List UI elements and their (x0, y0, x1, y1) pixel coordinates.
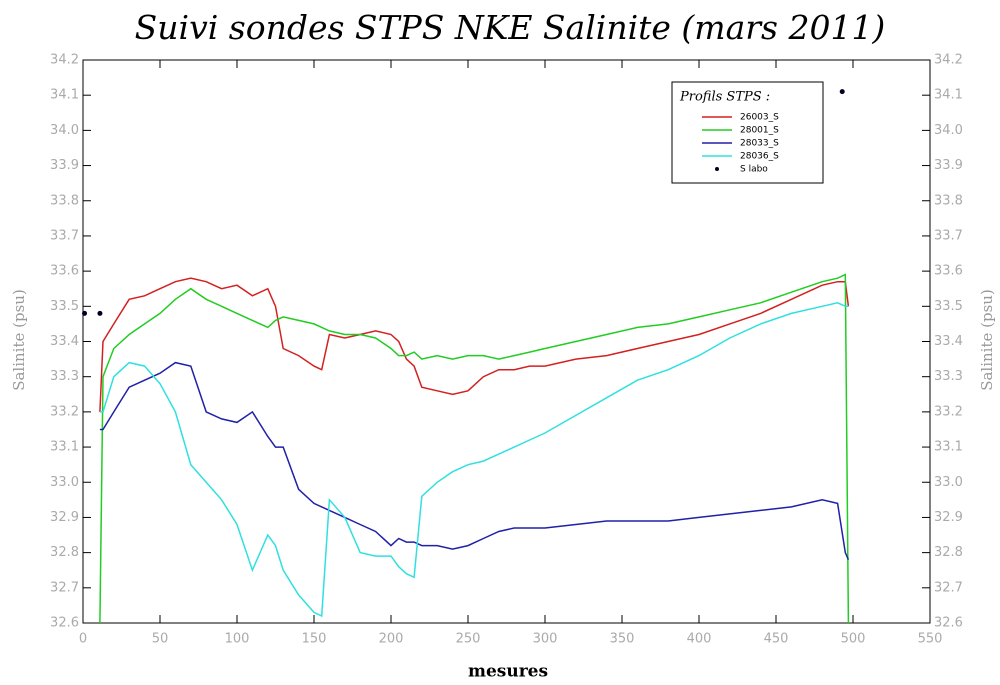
y2-tick-label: 33.8 (934, 193, 963, 208)
y-tick-label: 33.9 (50, 158, 79, 173)
series-line (99, 273, 850, 624)
y-tick-label: 34.0 (50, 123, 79, 138)
y-tick-label: 34.2 (50, 53, 79, 68)
y-tick-label: 32.9 (50, 510, 79, 525)
y-tick-label: 33.5 (50, 299, 79, 314)
y2-tick-label: 34.1 (934, 88, 963, 103)
y2-tick-label: 32.8 (934, 545, 963, 560)
y-tick-label: 33.4 (50, 334, 79, 349)
y2-tick-label: 33.2 (934, 404, 963, 419)
y-axis-label: Salinite (psu) (10, 289, 28, 391)
lab-point (839, 89, 845, 95)
x-tick-label: 500 (841, 632, 866, 647)
y-tick-label: 33.0 (50, 475, 79, 490)
legend-box (671, 81, 824, 184)
y-tick-label: 34.1 (50, 88, 79, 103)
legend-label: 28036_S (740, 152, 779, 162)
y2-tick-label: 33.7 (934, 228, 963, 243)
x-tick-label: 200 (379, 632, 404, 647)
x-tick-label: 50 (152, 632, 169, 647)
lab-point (82, 310, 88, 316)
y-tick-label: 32.6 (50, 616, 79, 631)
y-tick-label: 33.1 (50, 440, 79, 455)
series-line (99, 302, 849, 618)
x-tick-label: 350 (610, 632, 635, 647)
y2-tick-label: 33.6 (934, 264, 963, 279)
y-tick-label: 33.2 (50, 404, 79, 419)
y2-tick-label: 34.0 (934, 123, 963, 138)
y-tick-label: 33.6 (50, 264, 79, 279)
y-tick-label: 32.8 (50, 545, 79, 560)
lab-point (97, 310, 103, 316)
x-tick-label: 450 (764, 632, 789, 647)
legend: Profils STPS : 26003_S 28001_S 28033_S 2803… (671, 81, 824, 184)
x-axis-label: mesures (468, 662, 548, 682)
y-tick-label: 33.8 (50, 193, 79, 208)
y2-tick-label: 33.4 (934, 334, 963, 349)
series-line (99, 277, 850, 412)
x-tick-label: 300 (533, 632, 558, 647)
legend-marker (715, 167, 719, 171)
legend-label: S labo (740, 165, 768, 175)
y-tick-label: 33.7 (50, 228, 79, 243)
y2-tick-label: 33.3 (934, 369, 963, 384)
y2-tick-label: 32.9 (934, 510, 963, 525)
x-tick-label: 100 (225, 632, 250, 647)
x-tick-label: 400 (687, 632, 712, 647)
x-tick-label: 150 (302, 632, 327, 647)
chart-title: Suivi sondes STPS NKE Salinite (mars 201… (135, 8, 886, 47)
y2-tick-label: 33.0 (934, 475, 963, 490)
y2-axis-label: Salinite (psu) (978, 289, 996, 391)
y2-tick-label: 33.1 (934, 440, 963, 455)
y2-tick-label: 33.5 (934, 299, 963, 314)
y-tick-label: 33.3 (50, 369, 79, 384)
y-tick-label: 32.7 (50, 580, 79, 595)
series-line (99, 361, 850, 561)
y2-tick-label: 33.9 (934, 158, 963, 173)
y2-tick-label: 32.6 (934, 616, 963, 631)
legend-label: 28001_S (740, 126, 779, 136)
y2-tick-label: 34.2 (934, 53, 963, 68)
x-tick-label: 250 (456, 632, 481, 647)
legend-label: 28033_S (740, 139, 779, 149)
x-tick-label: 0 (79, 632, 87, 647)
x-tick-label: 550 (918, 632, 943, 647)
legend-label: 26003_S (740, 113, 779, 123)
legend-title: Profils STPS : (679, 90, 770, 105)
y2-tick-label: 32.7 (934, 580, 963, 595)
